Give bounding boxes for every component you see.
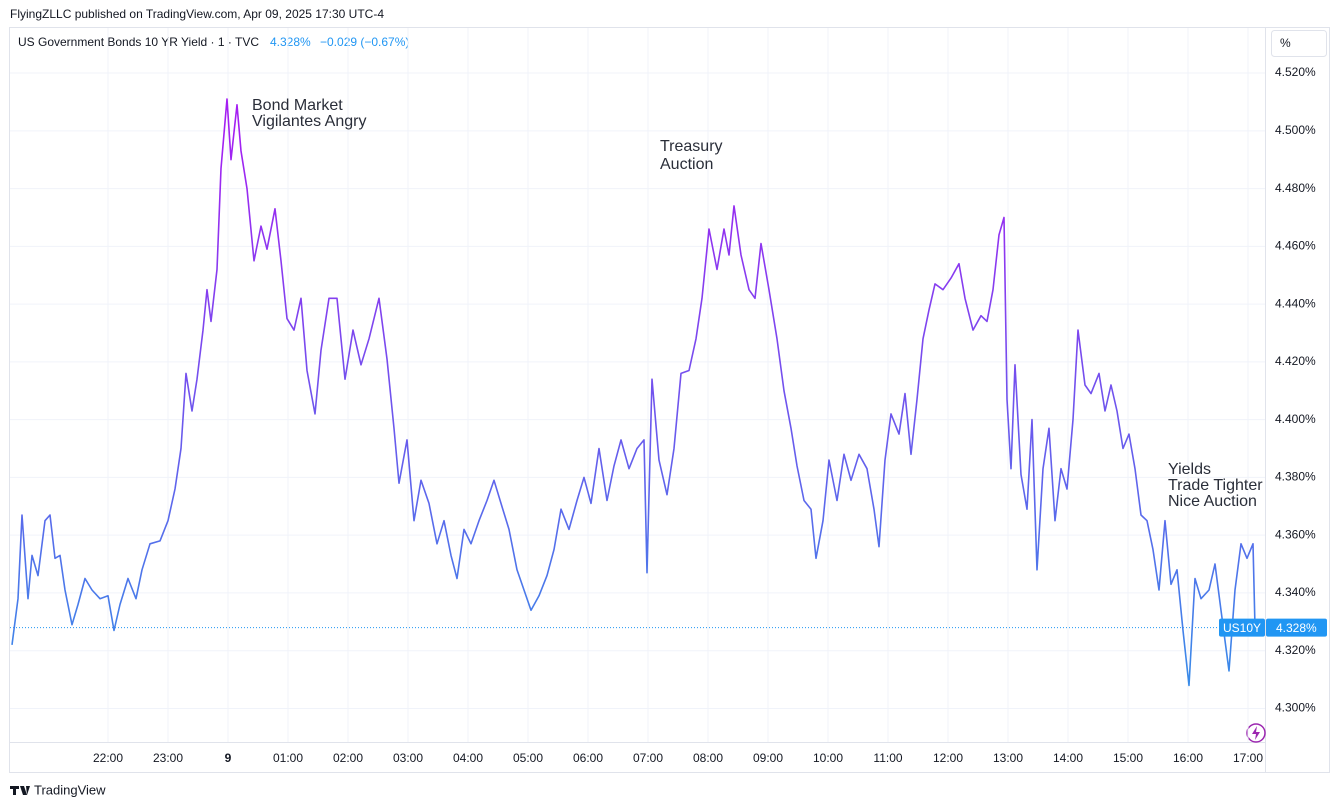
published-note: FlyingZLLC published on TradingView.com,… (10, 7, 384, 21)
x-tick-label: 04:00 (453, 751, 483, 765)
y-tick-label: 4.440% (1275, 296, 1316, 310)
y-tick-label: 4.480% (1275, 181, 1316, 195)
y-tick-label: 4.420% (1275, 354, 1316, 368)
x-tick-label: 15:00 (1113, 751, 1143, 765)
annotation: Auction (660, 156, 713, 173)
y-tick-label: 4.380% (1275, 470, 1316, 484)
x-tick-label: 11:00 (873, 751, 902, 765)
annotation: Vigilantes Angry (252, 113, 366, 130)
legend-change: −0.029 (−0.67%) (320, 35, 409, 49)
x-tick-label: 06:00 (573, 751, 603, 765)
legend-last: 4.328% (270, 35, 311, 49)
x-tick-label: 14:00 (1053, 751, 1083, 765)
x-tick-label: 02:00 (333, 751, 363, 765)
x-tick-label: 01:00 (273, 751, 303, 765)
x-tick-label: 03:00 (393, 751, 423, 765)
y-tick-label: 4.360% (1275, 527, 1316, 541)
x-tick-label: 09:00 (753, 751, 783, 765)
y-tick-label: 4.500% (1275, 123, 1316, 137)
y-tick-label: 4.460% (1275, 239, 1316, 253)
symbol-tag-text: US10Y (1223, 621, 1261, 635)
unit-button[interactable] (1271, 30, 1327, 57)
x-tick-label: 13:00 (993, 751, 1023, 765)
legend-title: US Government Bonds 10 YR Yield · 1 · TV… (18, 35, 259, 49)
lightning-bolt (1252, 726, 1260, 740)
y-tick-label: 4.340% (1275, 585, 1316, 599)
y-tick-label: 4.400% (1275, 412, 1316, 426)
y-tick-label: 4.520% (1275, 65, 1316, 79)
x-tick-label: 07:00 (633, 751, 663, 765)
annotation: Bond Market (252, 97, 343, 114)
y-tick-label: 4.320% (1275, 643, 1316, 657)
x-tick-label: 12:00 (933, 751, 963, 765)
annotation: Trade Tighter (1168, 477, 1263, 494)
logo-icon (10, 786, 30, 795)
price-line (11, 98, 1256, 687)
symbol-tag (1219, 618, 1265, 637)
annotation: Yields (1168, 461, 1211, 478)
x-tick-label: 22:00 (93, 751, 123, 765)
price-tag-text: 4.328% (1276, 621, 1317, 635)
logo-text: TradingView (34, 782, 106, 797)
x-tick-label: 10:00 (813, 751, 843, 765)
x-tick-label: 08:00 (693, 751, 723, 765)
y-tick-label: 4.300% (1275, 701, 1316, 715)
x-tick-label: 05:00 (513, 751, 543, 765)
unit-label: % (1280, 36, 1291, 50)
frame (9, 27, 1330, 773)
x-tick-label: 17:00 (1233, 751, 1263, 765)
x-tick-label: 16:00 (1173, 751, 1203, 765)
annotation: Treasury (660, 138, 723, 155)
x-tick-label: 23:00 (153, 751, 183, 765)
price-tag (1266, 618, 1327, 637)
annotation: Nice Auction (1168, 493, 1257, 510)
x-tick-label: 9 (225, 751, 232, 765)
